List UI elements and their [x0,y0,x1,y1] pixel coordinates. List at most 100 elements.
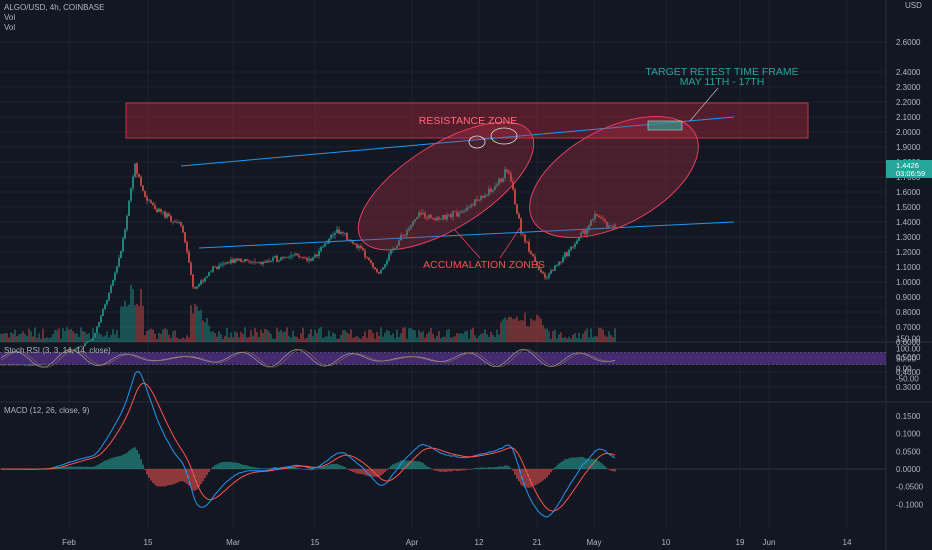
macd-hist-bar [238,463,240,469]
macd-hist-bar [440,469,442,472]
candle-body [118,257,120,267]
candle-body [256,262,258,264]
macd-hist-bar [152,469,154,483]
volume-label-1: Vol [4,13,16,22]
macd-hist-bar [292,467,294,469]
macd-hist-bar [296,467,298,469]
volume-bars [0,284,616,342]
candle-body [232,259,234,263]
candle-body [496,184,498,187]
target-annotation-line2: MAY 11TH - 17TH [680,76,765,88]
macd-hist-bar [358,469,360,474]
candle-body [422,213,424,215]
macd-hist-bar [506,465,508,469]
candle-body [362,248,364,251]
macd-hist-bar [580,456,582,469]
candle-body [160,208,162,212]
macd-tick-label: 0.0500 [896,447,921,456]
volume-bar [210,331,212,342]
macd-hist-bar [136,450,138,469]
volume-bar [490,331,492,342]
candle-body [330,234,332,239]
stoch-tick-label: -50.00 [896,375,919,384]
macd-hist-bar [322,466,324,469]
volume-bar [298,338,300,342]
time-tick-label: 15 [311,538,320,547]
volume-bar [466,330,468,342]
macd-hist-bar [66,466,68,469]
volume-bar [182,337,184,342]
volume-bar [226,327,228,342]
candle-body [408,228,410,231]
candle-body [246,259,248,261]
macd-hist-bar [306,469,308,470]
macd-hist-bar [428,467,430,469]
macd-hist-bar [64,466,66,469]
macd-hist-bar [562,460,564,469]
volume-bar [94,338,96,342]
macd-hist-bar [266,468,268,469]
volume-bar [148,329,150,342]
macd-hist-bar [378,469,380,477]
volume-bar [108,337,110,342]
candle-body [488,188,490,196]
macd-hist-bar [538,469,540,484]
volume-bar [406,338,408,342]
volume-bar [30,331,32,342]
touch-marker [468,135,486,149]
volume-bar [274,338,276,342]
macd-hist-bar [450,469,452,472]
macd-hist-bar [158,469,160,487]
volume-bar [360,338,362,342]
volume-bar [58,328,60,342]
macd-hist-bar [106,460,108,469]
volume-bar [430,328,432,342]
candle-body [586,229,588,235]
volume-bar [190,305,192,342]
volume-bar [268,331,270,342]
candle-body [230,259,232,264]
macd-hist-bar [288,467,290,469]
macd-hist-bar [216,464,218,469]
macd-hist-bar [388,467,390,469]
macd-hist-bar [516,469,518,479]
candle-body [544,273,546,278]
macd-hist-bar [224,461,226,469]
candle-body [606,221,608,228]
macd-hist-bar [176,469,178,483]
macd-hist-bar [492,467,494,469]
macd-hist-bar [352,469,354,473]
macd-hist-bar [432,469,434,470]
volume-bar [296,336,298,342]
volume-bar [14,329,16,342]
macd-hist-bar [170,469,172,486]
macd-hist-bar [120,455,122,469]
macd-hist-bar [474,467,476,469]
macd-hist-bar [446,469,448,472]
volume-bar [152,329,154,342]
current-price-badge [886,160,932,178]
volume-bar [82,331,84,342]
volume-bar [264,328,266,342]
macd-hist-bar [578,457,580,469]
volume-bar [8,337,10,342]
candle-body [142,185,144,191]
candle-body [568,249,570,256]
candle-body [14,364,16,366]
candle-body [284,257,286,259]
stoch-tick-label: 100.00 [896,345,921,354]
volume-bar [38,333,40,342]
macd-hist-bar [144,469,146,470]
macd-hist-bar [602,464,604,469]
candle-body [120,251,122,258]
volume-bar [150,328,152,342]
macd-hist-bar [338,464,340,469]
candle-body [258,262,260,264]
price-tick-label: 2.0000 [896,128,921,137]
volume-bar [16,336,18,342]
macd-hist-bar [326,465,328,469]
time-tick-label: Jun [763,538,776,547]
volume-bar [544,328,546,342]
candle-body [410,225,412,229]
